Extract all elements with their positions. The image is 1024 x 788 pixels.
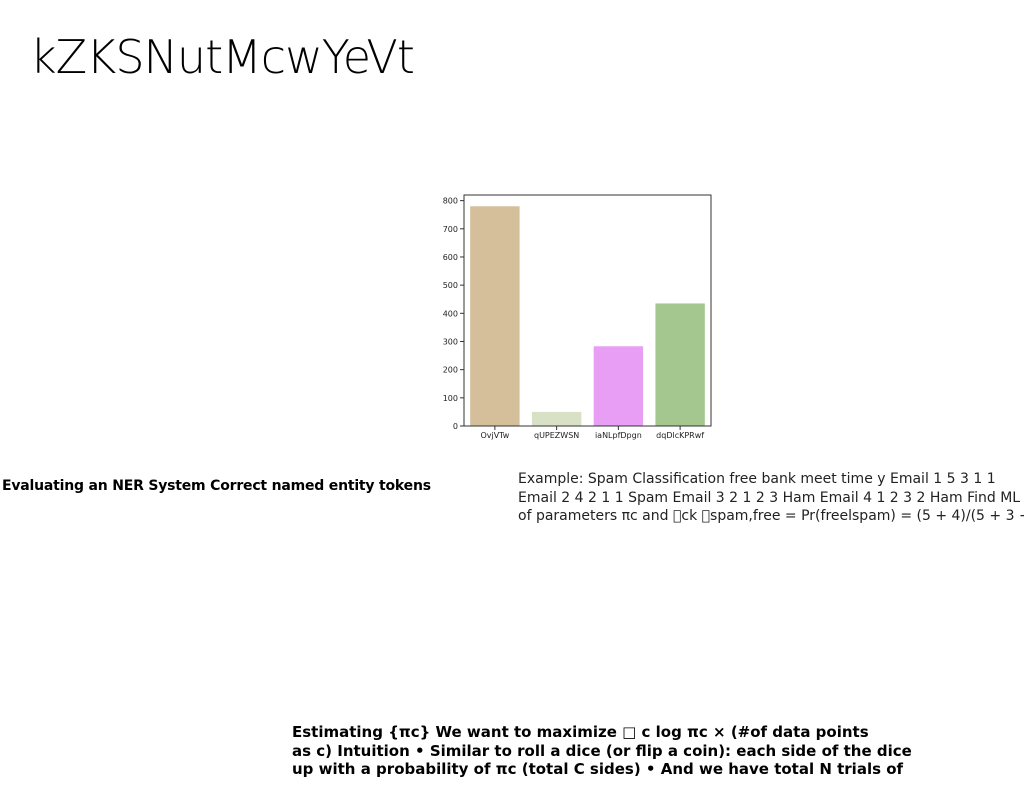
y-tick-label: 300 bbox=[443, 337, 458, 346]
y-tick-label: 400 bbox=[443, 309, 458, 318]
bar bbox=[531, 411, 582, 426]
bar bbox=[655, 303, 705, 426]
y-tick-label: 100 bbox=[443, 394, 458, 403]
bar bbox=[470, 206, 520, 426]
y-tick-label: 0 bbox=[453, 422, 458, 431]
plot-frame bbox=[463, 194, 712, 427]
estimating-line: up with a probability of πc (total C sid… bbox=[292, 760, 904, 778]
y-tick-label: 200 bbox=[443, 366, 458, 375]
ner-heading: Evaluating an NER System Correct named e… bbox=[2, 478, 431, 494]
y-tick-label: 800 bbox=[443, 197, 458, 206]
y-tick-label: 600 bbox=[443, 253, 458, 262]
spam-example-line: Email 2 4 2 1 1 Spam Email 3 2 1 2 3 Ham… bbox=[518, 489, 1021, 506]
x-tick-label: qUPEZWSN bbox=[534, 431, 579, 440]
slide-title: kZKSNutMcwYeVt bbox=[30, 30, 415, 84]
estimating-line: as c) Intuition • Similar to roll a dice… bbox=[292, 741, 912, 760]
spam-example-line: Example: Spam Classification free bank m… bbox=[518, 471, 996, 487]
estimating-line: Estimating {πc} We want to maximize □ c … bbox=[292, 723, 869, 741]
x-tick-label: dqDlcKPRwf bbox=[656, 431, 704, 440]
estimating-text: Estimating {πc} We want to maximize □ c … bbox=[292, 723, 992, 779]
spam-example-text: Example: Spam Classification free bank m… bbox=[518, 470, 1024, 526]
x-tick-label: iaNLpfDpgn bbox=[595, 431, 642, 440]
bar bbox=[593, 346, 644, 426]
y-tick-label: 500 bbox=[443, 281, 458, 290]
spam-example-line: of parameters πc and  ck  spam,free = Pr… bbox=[518, 508, 1024, 524]
y-tick-label: 700 bbox=[443, 225, 458, 234]
bar-chart-svg: 0 100 200 300 400 500 600 700 800 OvjVTw qUPEZWSN i… bbox=[443, 194, 712, 440]
bar-chart: 0 100 200 300 400 500 600 700 800 OvjVTw qUPEZWSN i… bbox=[436, 188, 716, 446]
x-tick-label: OvjVTw bbox=[480, 431, 509, 440]
